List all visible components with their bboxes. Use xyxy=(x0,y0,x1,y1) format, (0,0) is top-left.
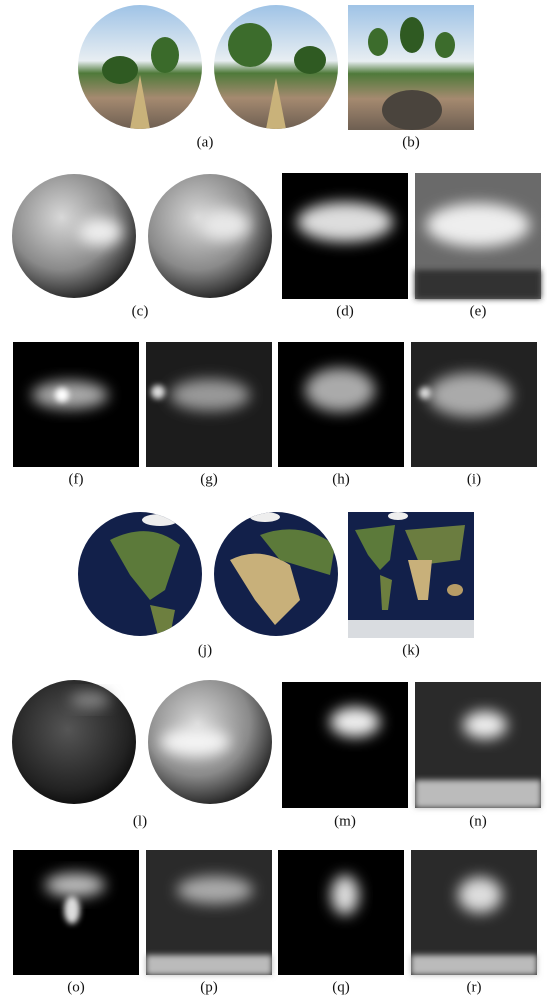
caption: (m) xyxy=(334,813,356,829)
earth-map xyxy=(348,512,474,638)
caption: (b) xyxy=(402,134,420,150)
saliency-map xyxy=(13,850,537,975)
photo-sphere xyxy=(214,5,338,129)
caption: (n) xyxy=(469,813,487,829)
caption: (c) xyxy=(132,303,149,319)
panorama xyxy=(348,5,474,130)
caption: (q) xyxy=(332,979,350,995)
page: (a) (b) (c) (d) (e) (f) (g) (h) (i) (j) … xyxy=(0,0,547,1000)
caption: (h) xyxy=(332,471,350,487)
saliency-sphere xyxy=(12,174,272,298)
caption: (i) xyxy=(467,471,481,487)
caption: (r) xyxy=(467,979,482,995)
caption: (p) xyxy=(200,979,218,995)
saliency-map xyxy=(282,173,541,299)
earth-sphere xyxy=(214,512,338,636)
saliency-sphere xyxy=(12,680,272,804)
caption: (k) xyxy=(402,642,420,658)
saliency-map xyxy=(13,342,537,467)
saliency-map xyxy=(282,682,541,808)
caption: (f) xyxy=(69,471,84,487)
caption: (o) xyxy=(67,979,85,995)
figure: (a) (b) (c) (d) (e) (f) (g) (h) (i) (j) … xyxy=(0,0,547,1000)
caption: (e) xyxy=(470,303,487,319)
caption: (g) xyxy=(200,471,218,487)
photo-sphere xyxy=(78,5,202,129)
caption: (d) xyxy=(336,303,354,319)
caption: (j) xyxy=(198,642,212,658)
earth-sphere xyxy=(78,512,202,636)
caption: (l) xyxy=(133,813,147,829)
caption: (a) xyxy=(197,134,214,150)
